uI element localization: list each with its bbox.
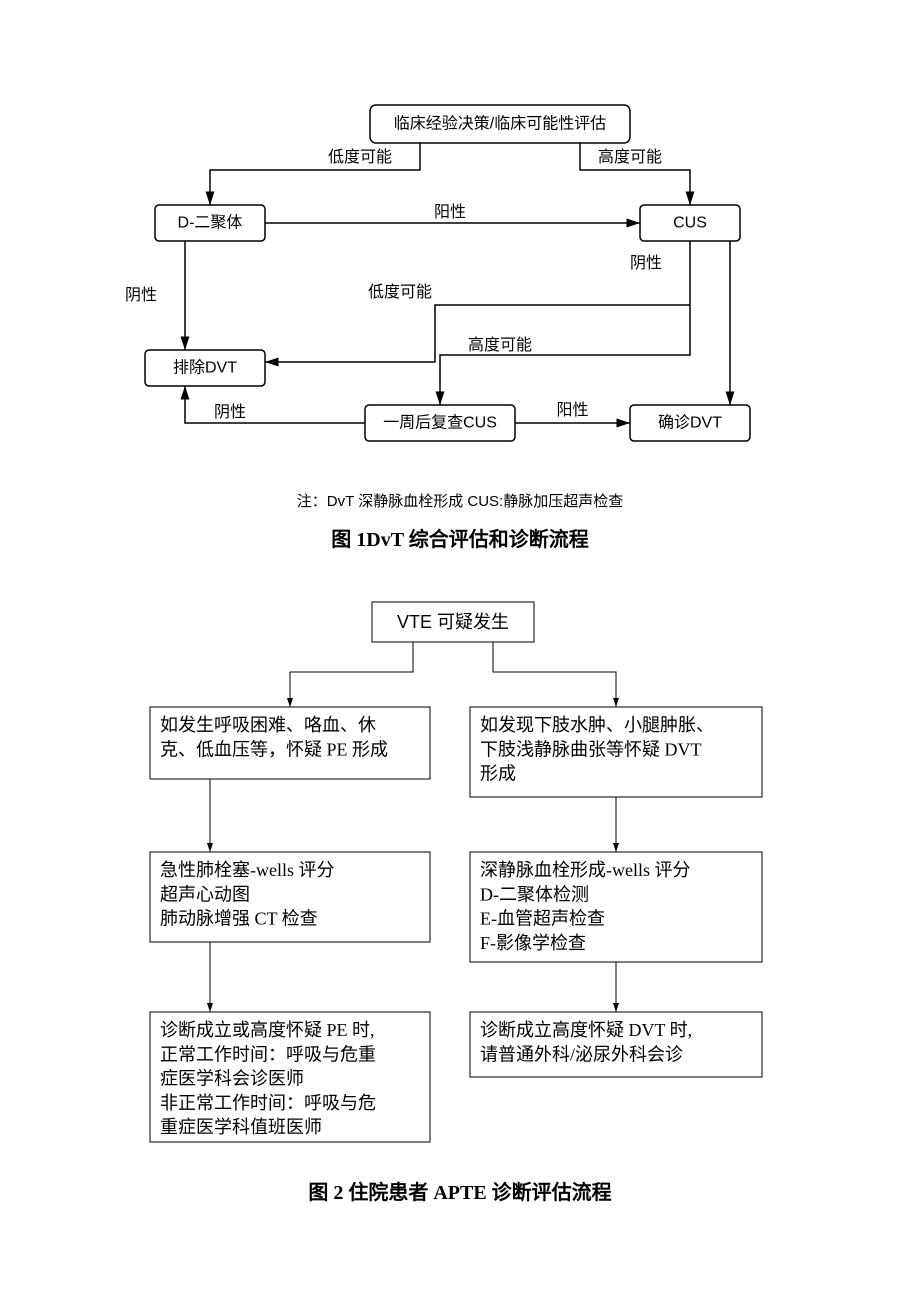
svg-text:诊断成立或高度怀疑 PE 时,: 诊断成立或高度怀疑 PE 时, [160,1020,375,1040]
svg-text:如发现下肢水肿、小腿肿胀、: 如发现下肢水肿、小腿肿胀、 [480,715,714,735]
svg-text:D-二聚体检测: D-二聚体检测 [480,884,589,904]
svg-text:阳性: 阳性 [434,203,466,221]
svg-text:高度可能: 高度可能 [598,148,662,166]
svg-text:诊断成立高度怀疑 DVT 时,: 诊断成立高度怀疑 DVT 时, [480,1020,692,1040]
svg-text:请普通外科/泌尿外科会诊: 请普通外科/泌尿外科会诊 [480,1044,683,1064]
figure-1-svg: 临床经验决策/临床可能性评估 D-二聚体 CUS 排除DVT 一周后复查CUS 确诊DVT… [0,0,920,470]
svg-text:阴性: 阴性 [125,286,157,304]
figure-2-caption: 图 2 住院患者 APTE 诊断评估流程 [0,1176,920,1205]
svg-text:形成: 形成 [480,764,516,784]
svg-text:正常工作时间：呼吸与危重: 正常工作时间：呼吸与危重 [160,1044,376,1064]
svg-text:CUS: CUS [673,215,707,232]
svg-text:阴性: 阴性 [630,254,662,272]
svg-text:急性肺栓塞-wells 评分: 急性肺栓塞-wells 评分 [160,860,335,880]
svg-text:重症医学科值班医师: 重症医学科值班医师 [160,1117,322,1137]
svg-text:排除DVT: 排除DVT [173,359,237,377]
svg-text:低度可能: 低度可能 [368,283,432,301]
svg-text:一周后复查CUS: 一周后复查CUS [383,414,497,432]
svg-text:高度可能: 高度可能 [468,336,532,354]
svg-text:VTE 可疑发生: VTE 可疑发生 [397,612,509,632]
svg-text:阴性: 阴性 [214,403,246,421]
svg-text:症医学科会诊医师: 症医学科会诊医师 [160,1069,304,1089]
svg-text:肺动脉增强 CT 检查: 肺动脉增强 CT 检查 [160,909,318,929]
figure-2-svg: VTE 可疑发生如发生呼吸困难、咯血、休克、低血压等，怀疑 PE 形成 如发现下肢… [0,592,920,1172]
svg-text:如发生呼吸困难、咯血、休: 如发生呼吸困难、咯血、休 [160,715,376,735]
svg-text:阳性: 阳性 [556,401,588,419]
svg-text:D-二聚体: D-二聚体 [178,214,243,232]
figure-1: 临床经验决策/临床可能性评估 D-二聚体 CUS 排除DVT 一周后复查CUS 确诊DVT… [0,0,920,470]
figure-1-note: 注：DvT 深静脉血栓形成 CUS:静脉加压超声检查 [0,490,920,511]
svg-text:非正常工作时间：呼吸与危: 非正常工作时间：呼吸与危 [160,1093,376,1113]
svg-text:确诊DVT: 确诊DVT [658,414,722,432]
svg-text:临床经验决策/临床可能性评估: 临床经验决策/临床可能性评估 [394,115,606,133]
svg-text:E-血管超声检查: E-血管超声检查 [480,909,605,929]
figure-2: VTE 可疑发生如发生呼吸困难、咯血、休克、低血压等，怀疑 PE 形成 如发现下肢… [0,592,920,1172]
svg-text:下肢浅静脉曲张等怀疑 DVT: 下肢浅静脉曲张等怀疑 DVT [480,739,702,759]
svg-text:F-影像学检查: F-影像学检查 [480,933,586,953]
svg-text:低度可能: 低度可能 [328,148,392,166]
figure-1-caption: 图 1DvT 综合评估和诊断流程 [0,523,920,552]
svg-text:深静脉血栓形成-wells 评分: 深静脉血栓形成-wells 评分 [480,860,691,880]
svg-text:克、低血压等，怀疑 PE 形成: 克、低血压等，怀疑 PE 形成 [160,739,388,759]
svg-text:超声心动图: 超声心动图 [160,884,250,904]
